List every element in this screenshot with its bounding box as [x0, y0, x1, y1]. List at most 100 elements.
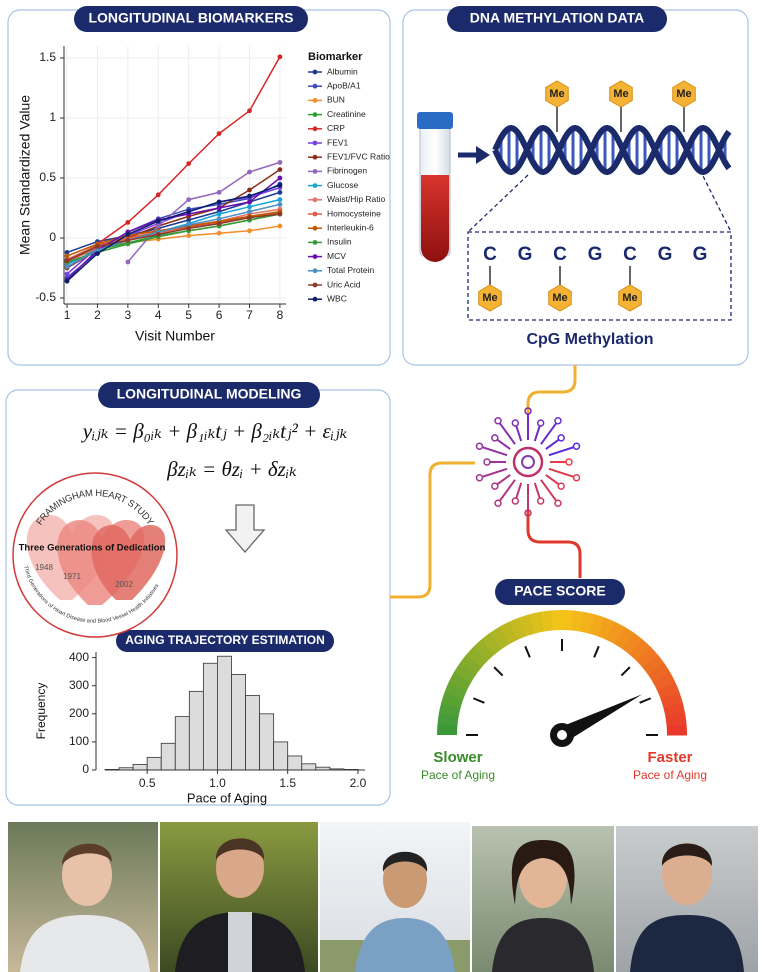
gauge-arc [437, 712, 459, 726]
gauge-arc [652, 672, 676, 692]
y-tick-label: 100 [69, 734, 89, 748]
down-arrow [224, 504, 266, 553]
hexagon [545, 80, 569, 108]
bar [231, 674, 246, 771]
gauge-arc [490, 626, 510, 650]
section-pill [495, 579, 625, 605]
x-tick-label: 3 [125, 308, 132, 322]
legend-swatch [312, 296, 318, 302]
me-label: Me [622, 292, 637, 304]
y-tick-label: 0 [49, 230, 56, 244]
icon-core [521, 455, 535, 469]
gauge-tick [472, 697, 485, 704]
section-pill [116, 630, 334, 652]
zoom-lines [467, 169, 732, 321]
bar [188, 690, 204, 771]
gauge-arc [481, 632, 503, 655]
legend-swatch [312, 183, 318, 189]
logo-text: Three Generations of Dedication [19, 543, 166, 554]
icon-node [491, 482, 499, 490]
hexagon [548, 284, 572, 312]
icon-ray [540, 422, 558, 445]
icon-node [554, 416, 562, 425]
point [95, 244, 100, 249]
point [125, 241, 131, 247]
bar [174, 716, 190, 771]
icon-node [511, 419, 520, 427]
point [247, 193, 252, 199]
base: G [588, 244, 603, 265]
bar [146, 756, 162, 771]
x-tick-label: 2.0 [350, 776, 367, 790]
point [216, 230, 222, 236]
me-label: Me [549, 88, 564, 100]
logo-year: 1971 [63, 572, 81, 581]
gauge-arc [499, 621, 519, 645]
base: G [693, 244, 708, 265]
section-pill [98, 382, 320, 408]
legend-swatch [312, 211, 318, 217]
point [277, 211, 283, 217]
icon-ray [496, 474, 511, 486]
point [216, 216, 222, 222]
gauge-tick [639, 697, 652, 704]
icon-ray [545, 474, 560, 486]
gauge-arc [647, 663, 671, 683]
icon-ray [533, 482, 541, 499]
icon-node [536, 419, 545, 427]
legend-label: Waist/Hip Ratio [327, 194, 386, 204]
dna-strand [492, 124, 732, 176]
bar [132, 763, 148, 771]
gauge-arc [453, 662, 477, 683]
icon-ray [515, 482, 523, 499]
point [64, 278, 70, 284]
series-line [66, 203, 281, 268]
x-tick-label: 1 [64, 308, 71, 322]
equation: βzᵢₖ = θzᵢ + δzᵢₖ [166, 457, 297, 481]
section-title: DNA METHYLATION DATA [470, 10, 644, 26]
icon-ray [498, 479, 516, 502]
gauge-tick [620, 666, 631, 677]
bar [301, 763, 317, 771]
gauge-label: Pace of Aging [421, 768, 495, 782]
icon-node [536, 497, 545, 505]
section-pill [74, 6, 308, 32]
y-tick-label: 1 [49, 110, 56, 124]
gauge-arc [660, 692, 683, 709]
me-stems [489, 104, 685, 288]
icon-node [554, 499, 562, 508]
legend-label: Creatinine [327, 109, 366, 119]
point [155, 218, 161, 224]
x-axis-label: Visit Number [135, 328, 215, 344]
x-tick-label: 8 [277, 308, 284, 322]
point [125, 238, 131, 243]
section-title: LONGITUDINAL BIOMARKERS [88, 10, 293, 26]
legend-label: ApoB/A1 [327, 80, 361, 90]
point [155, 192, 161, 198]
gauge-arc [441, 691, 464, 708]
point [125, 220, 131, 225]
hexagon [618, 284, 642, 312]
x-tick-label: 1.0 [209, 776, 226, 790]
icon-ray [498, 422, 516, 445]
hexagon [672, 80, 696, 108]
point [155, 232, 161, 237]
point [64, 264, 70, 270]
point [64, 258, 70, 264]
point [247, 204, 252, 210]
gauge-arc [629, 639, 651, 662]
gauge-tick [524, 645, 531, 658]
point [247, 215, 252, 221]
point [186, 222, 192, 228]
base: C [553, 244, 567, 265]
bar [217, 655, 232, 771]
base: C [483, 244, 497, 265]
gauge-label: Slower [433, 749, 482, 766]
gauge-tick [493, 666, 504, 677]
gauge-arc [597, 617, 616, 641]
hexagon [478, 284, 502, 312]
neural-icon [475, 407, 581, 517]
gauge-arc [657, 682, 680, 700]
point [277, 202, 283, 207]
